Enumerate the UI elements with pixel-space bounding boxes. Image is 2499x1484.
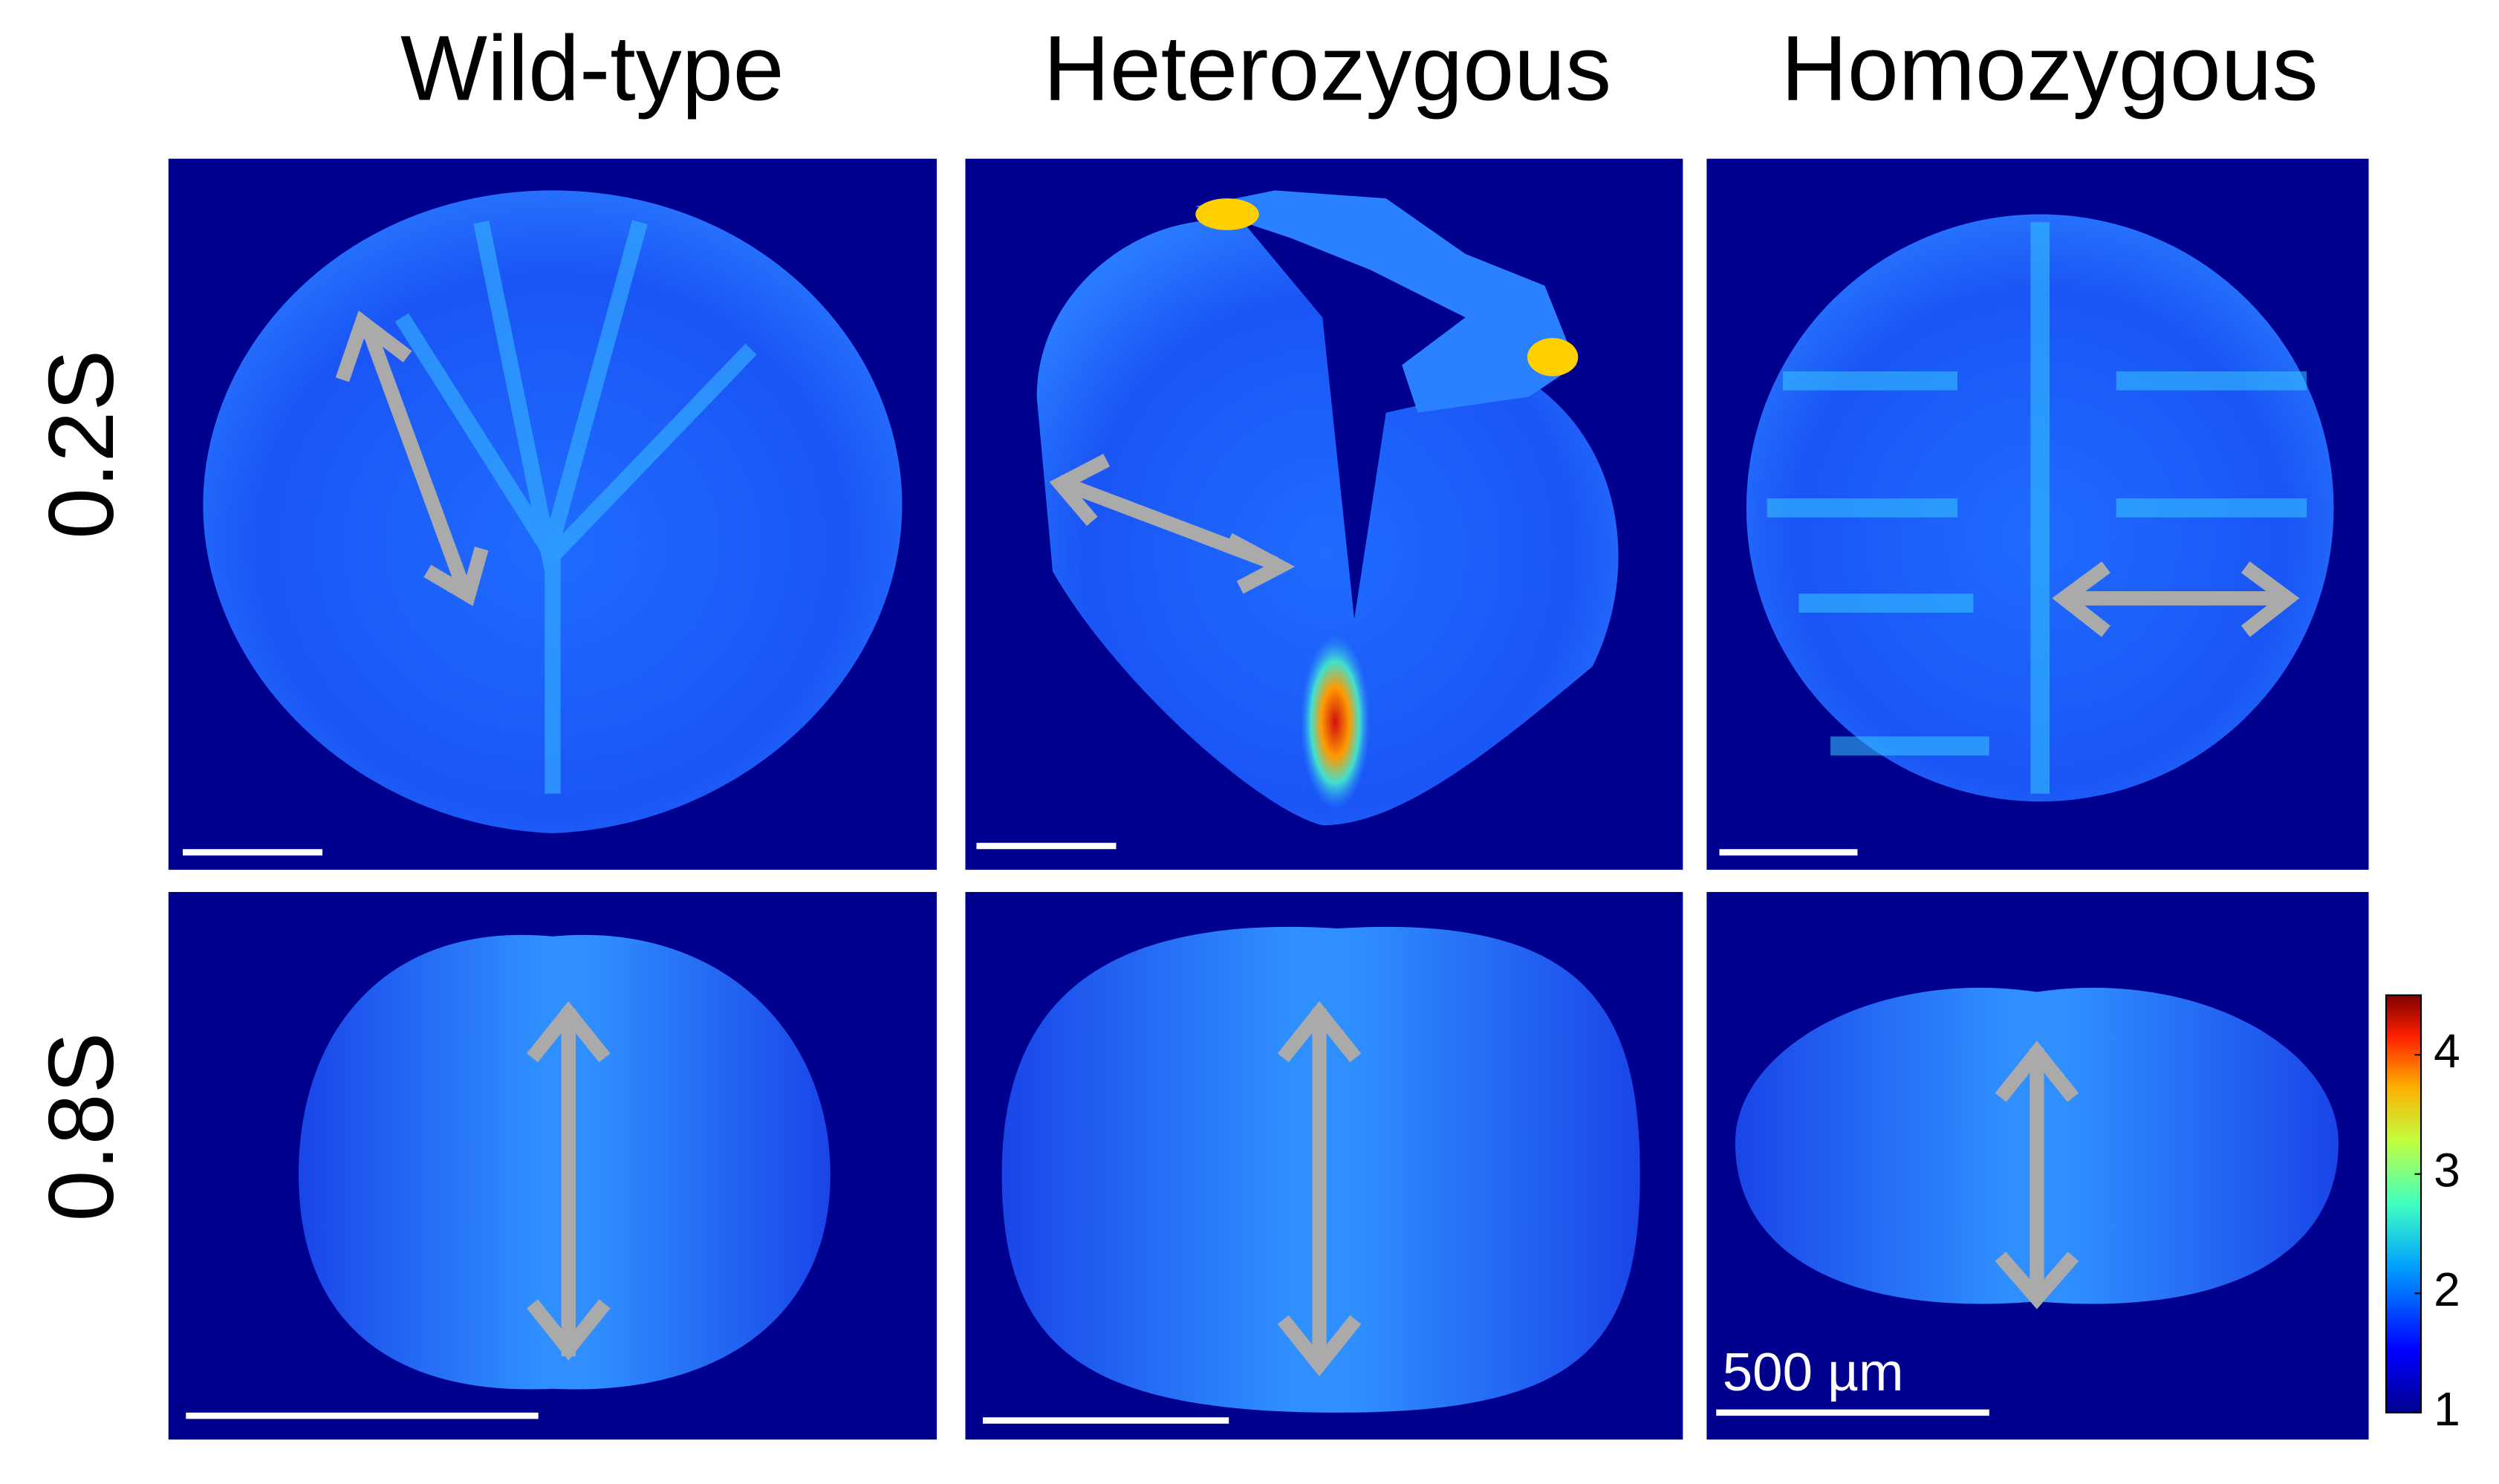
colorbar-tick-label: 2 [2434, 1263, 2460, 1316]
row-label: 0.8S [30, 1032, 133, 1222]
colorbar-tick-label: 4 [2434, 1024, 2460, 1078]
row-label: 0.2S [30, 350, 133, 539]
column-title: Heterozygous [1043, 18, 1611, 120]
column-title: Homozygous [1781, 18, 2318, 120]
column-title: Wild-type [400, 18, 784, 120]
colorbar-tick-label: 1 [2434, 1382, 2460, 1436]
scale-bars [183, 842, 1989, 1424]
colorbar: 1 2 3 4 [2385, 994, 2460, 1436]
arrows [335, 310, 2300, 1377]
colorbar-tick-label: 3 [2434, 1144, 2460, 1197]
scale-label: 500 µm [1723, 1342, 1904, 1402]
